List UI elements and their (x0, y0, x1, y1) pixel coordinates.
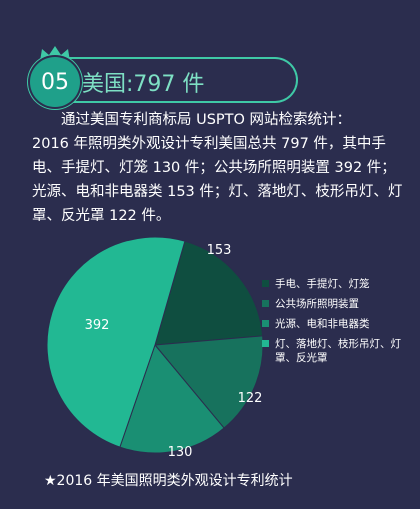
slice-value-label: 130 (168, 445, 193, 460)
slice-value-label: 153 (207, 243, 232, 258)
slice-value-label: 122 (238, 391, 263, 406)
slice-value-label: 392 (85, 318, 110, 333)
legend-label: 手电、手提灯、灯笼 (275, 278, 370, 290)
legend-label: 公共场所照明装置 (275, 298, 359, 310)
legend-label: 光源、电和非电器类 (275, 318, 370, 330)
legend-item: 光源、电和非电器类 (262, 317, 405, 331)
legend-swatch (262, 280, 269, 287)
description-line-2: 2016 年照明类外观设计专利美国总共 797 件，其中手电、手提灯、灯笼 13… (32, 136, 403, 224)
description-line-1: 通过美国专利商标局 USPTO 网站检索统计： (61, 112, 352, 128)
legend-swatch (262, 320, 269, 327)
legend-swatch (262, 300, 269, 307)
legend-swatch (262, 340, 269, 347)
pie-slice (154, 240, 264, 346)
section-number: 05 (41, 69, 69, 95)
legend-label: 灯、落地灯、枝形吊灯、灯罩、反光罩 (275, 338, 401, 364)
legend-item: 手电、手提灯、灯笼 (262, 277, 405, 291)
legend-item: 公共场所照明装置 (262, 297, 405, 311)
section-title: 美国:797 件 (82, 72, 205, 97)
title-frame (54, 57, 298, 103)
pie-slice (46, 236, 186, 448)
chart-legend: 手电、手提灯、灯笼 公共场所照明装置 光源、电和非电器类灯、落地灯、枝形吊灯、灯罩、… (262, 277, 405, 371)
legend-item: 灯、落地灯、枝形吊灯、灯罩、反光罩 (262, 337, 405, 365)
section-number-badge: 05 (30, 57, 80, 107)
chart-caption: ★2016 年美国照明类外观设计专利统计 (44, 473, 293, 489)
section-header: 05 美国:797 件 (30, 45, 300, 107)
description-text: 通过美国专利商标局 USPTO 网站检索统计： 2016 年照明类外观设计专利美… (32, 108, 404, 228)
